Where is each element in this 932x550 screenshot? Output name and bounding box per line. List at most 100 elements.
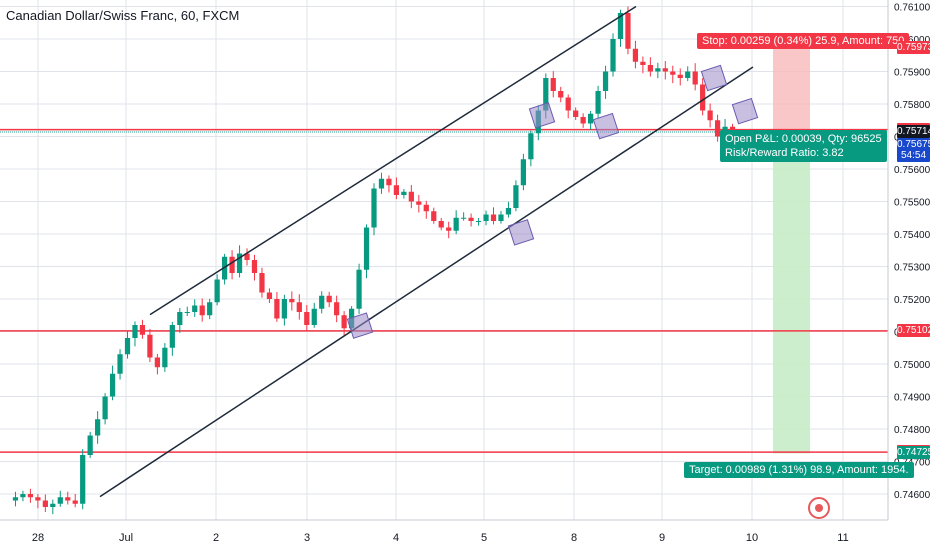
y-tick-label: 0.75900 bbox=[894, 68, 931, 79]
candle-body bbox=[595, 91, 601, 114]
candle-body bbox=[662, 68, 668, 72]
candle-body bbox=[543, 78, 549, 111]
tradingview-logo-icon[interactable] bbox=[808, 497, 830, 519]
candle-body bbox=[475, 221, 482, 222]
x-tick-label: 5 bbox=[481, 532, 487, 544]
touch-marker bbox=[346, 312, 374, 339]
time-axis-bg bbox=[0, 520, 932, 550]
candle-body bbox=[124, 338, 131, 355]
risk-reward-text: Risk/Reward Ratio: 3.82 bbox=[725, 147, 844, 159]
candle-body bbox=[356, 269, 362, 309]
candle-body bbox=[520, 159, 527, 186]
candle-body bbox=[431, 211, 437, 221]
y-tick-label: 0.76000 bbox=[894, 35, 931, 46]
candle-body bbox=[610, 39, 616, 72]
candle-body bbox=[655, 68, 661, 72]
candle-body bbox=[453, 217, 459, 231]
price-tag: 0.74725 bbox=[897, 446, 932, 460]
candle-body bbox=[632, 48, 639, 62]
candle-body bbox=[468, 217, 474, 221]
x-tick-label: 28 bbox=[32, 532, 44, 544]
touch-marker bbox=[592, 112, 620, 140]
candle-body bbox=[50, 503, 56, 507]
trend-channel[interactable] bbox=[99, 5, 754, 498]
y-tick-label: 0.76100 bbox=[894, 3, 931, 14]
candle-body bbox=[580, 117, 586, 124]
candle-body bbox=[714, 120, 721, 137]
candle-body bbox=[319, 295, 325, 309]
candle-body bbox=[670, 71, 676, 75]
candle-body bbox=[20, 494, 26, 498]
candle-body bbox=[363, 227, 370, 270]
y-tick-label: 0.75400 bbox=[894, 230, 931, 241]
candle-body bbox=[281, 299, 287, 319]
candle-body bbox=[640, 61, 646, 65]
candle-body bbox=[498, 214, 504, 221]
y-tick-label: 0.74800 bbox=[894, 425, 931, 436]
candle-body bbox=[117, 354, 123, 374]
candle-body bbox=[602, 71, 609, 91]
y-tick-label: 0.75800 bbox=[894, 100, 931, 111]
x-tick-label: 3 bbox=[304, 532, 310, 544]
candle-body bbox=[408, 191, 414, 202]
y-tick-label: 0.74600 bbox=[894, 490, 931, 501]
candle-body bbox=[192, 305, 198, 312]
candle-body bbox=[214, 279, 220, 303]
x-tick-label: 10 bbox=[746, 532, 758, 544]
candle-body bbox=[207, 302, 213, 316]
candle-body bbox=[677, 74, 683, 78]
candle-body bbox=[446, 227, 452, 231]
candle-body bbox=[334, 302, 340, 316]
candle-body bbox=[95, 419, 101, 436]
open-pnl-text: Open P&L: 0.00039, Qty: 96525 bbox=[725, 133, 882, 145]
candle-body bbox=[416, 201, 422, 205]
candle-body bbox=[147, 334, 153, 358]
candle-body bbox=[229, 256, 235, 273]
candle-body bbox=[401, 191, 407, 195]
candle-body bbox=[558, 91, 564, 98]
x-tick-label: 8 bbox=[571, 532, 577, 544]
candle-body bbox=[102, 396, 108, 420]
candle-body bbox=[700, 84, 706, 111]
target-zone bbox=[773, 131, 810, 454]
channel-upper-line bbox=[149, 5, 637, 316]
time-axis[interactable]: 28 Jul 2 3 4 5 8 9 10 11 bbox=[0, 519, 932, 550]
candle-body bbox=[266, 292, 273, 299]
stop-label[interactable]: Stop: 0.00259 (0.34%) 25.9, Amount: 750 bbox=[697, 33, 910, 49]
price-tag: 54:54 bbox=[897, 149, 930, 162]
price-tag: 0.75973 bbox=[897, 40, 932, 54]
grid-lines bbox=[0, 0, 888, 520]
position-zones bbox=[773, 47, 810, 454]
candle-body bbox=[169, 325, 175, 348]
candle-body bbox=[685, 71, 691, 78]
candle-body bbox=[139, 325, 146, 335]
open-pnl-label[interactable]: Open P&L: 0.00039, Qty: 96525 Risk/Rewar… bbox=[720, 130, 887, 162]
candle-body bbox=[87, 435, 93, 455]
target-label[interactable]: Target: 0.00989 (1.31%) 98.9, Amount: 19… bbox=[684, 462, 914, 478]
touch-marker bbox=[700, 64, 728, 92]
candle-body bbox=[57, 497, 63, 504]
candle-body bbox=[617, 13, 624, 39]
candle-body bbox=[274, 299, 280, 319]
candle-body bbox=[490, 214, 497, 221]
candle-body bbox=[528, 133, 534, 160]
price-tag: 0.75714 bbox=[897, 124, 932, 138]
candle-body bbox=[423, 204, 429, 212]
candle-body bbox=[199, 305, 205, 316]
x-tick-label: 4 bbox=[393, 532, 399, 544]
channel-lower-line bbox=[99, 66, 754, 498]
stop-zone bbox=[773, 47, 810, 132]
touch-marker bbox=[507, 219, 535, 246]
touch-markers bbox=[346, 64, 759, 339]
candle-body bbox=[647, 65, 653, 72]
candle-body bbox=[289, 299, 295, 303]
candles bbox=[12, 6, 743, 515]
candle-body bbox=[296, 302, 302, 312]
candle-body bbox=[259, 273, 265, 293]
candle-body bbox=[244, 253, 250, 260]
candle-body bbox=[304, 312, 310, 325]
candle-body bbox=[42, 500, 48, 507]
y-tick-label: 0.74900 bbox=[894, 393, 931, 404]
candle-body bbox=[550, 78, 556, 91]
